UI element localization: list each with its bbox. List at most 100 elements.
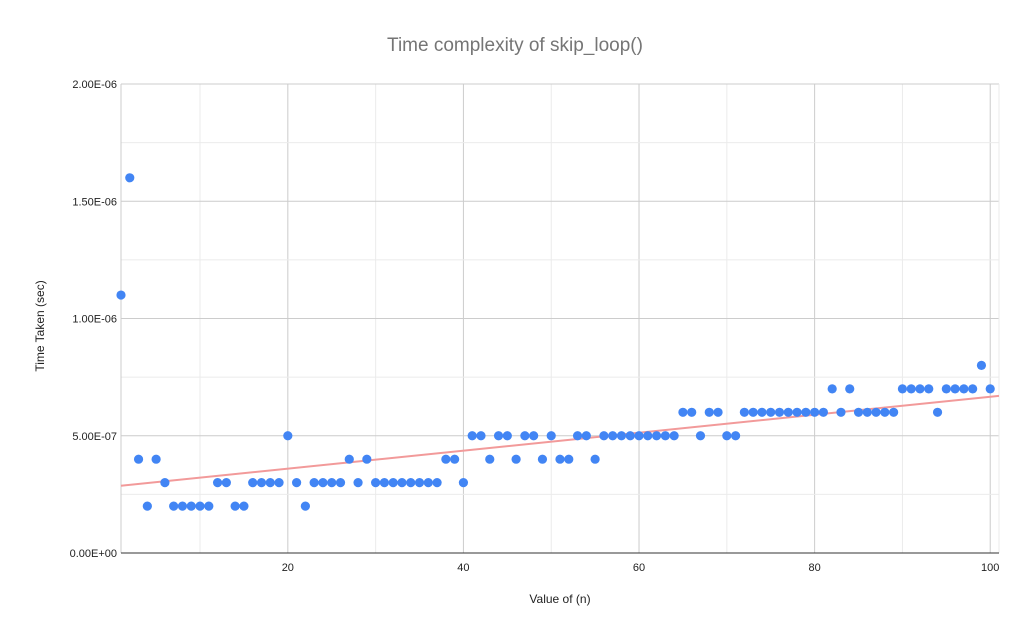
data-point	[572, 431, 583, 441]
x-axis-label: Value of (n)	[529, 592, 590, 606]
data-point	[871, 407, 881, 417]
data-point	[160, 478, 170, 488]
data-point	[634, 431, 644, 441]
data-point	[476, 431, 486, 441]
data-point	[643, 431, 653, 441]
data-point	[274, 478, 284, 488]
data-point	[292, 478, 302, 488]
data-point	[546, 431, 556, 441]
data-point	[537, 454, 548, 464]
y-axis-ticks: 0.00E+00 5.00E-07 1.00E-06 1.50E-06 2.00E-06	[70, 79, 117, 560]
data-point	[739, 407, 749, 417]
data-point	[388, 478, 398, 488]
data-point	[818, 407, 829, 417]
data-point	[397, 478, 407, 488]
trendline	[120, 394, 1000, 487]
data-point	[564, 454, 574, 464]
data-point	[485, 454, 495, 464]
data-point	[950, 384, 960, 394]
data-point	[783, 407, 793, 417]
data-point	[651, 431, 662, 441]
data-point	[353, 478, 363, 488]
data-point	[810, 407, 820, 417]
data-point	[186, 501, 196, 511]
data-point	[968, 384, 978, 394]
y-tick-label: 2.00E-06	[72, 79, 117, 91]
trendline-group	[120, 394, 1000, 487]
data-point	[248, 478, 258, 488]
data-point	[379, 478, 389, 488]
data-point	[669, 431, 679, 441]
data-point	[142, 501, 152, 511]
data-point	[581, 431, 591, 441]
data-point	[133, 454, 144, 464]
data-point	[678, 407, 688, 417]
data-point	[502, 431, 512, 441]
data-point	[239, 501, 249, 511]
data-point	[695, 431, 706, 441]
data-point	[520, 431, 530, 441]
x-axis-ticks: 20 40 60 80 100	[282, 562, 1000, 574]
data-point	[748, 407, 758, 417]
data-point	[985, 384, 995, 394]
data-point	[862, 407, 872, 417]
data-point	[195, 501, 205, 511]
data-point	[766, 407, 776, 417]
y-tick-label: 1.50E-06	[72, 196, 117, 208]
data-point	[300, 501, 310, 511]
data-point	[836, 407, 846, 417]
data-point	[371, 478, 381, 488]
data-point	[493, 431, 504, 441]
data-point	[599, 431, 609, 441]
data-point	[687, 407, 697, 417]
data-point	[704, 407, 714, 417]
chart-title: Time complexity of skip_loop()	[387, 35, 643, 56]
data-point	[441, 454, 451, 464]
data-point	[713, 407, 723, 417]
data-point	[151, 454, 161, 464]
data-point	[897, 384, 908, 394]
data-point	[414, 478, 425, 488]
y-tick-label: 0.00E+00	[70, 548, 117, 560]
data-point	[722, 431, 732, 441]
data-point	[458, 478, 469, 488]
data-point	[327, 478, 337, 488]
data-point	[450, 454, 460, 464]
data-point	[590, 454, 600, 464]
x-tick-label: 40	[457, 562, 469, 574]
data-point	[116, 290, 126, 300]
data-point	[827, 384, 837, 394]
data-point	[660, 431, 670, 441]
data-point	[432, 478, 442, 488]
data-point	[309, 478, 319, 488]
data-point	[731, 431, 741, 441]
data-point	[915, 384, 925, 394]
x-tick-label: 20	[282, 562, 294, 574]
data-point	[362, 454, 372, 464]
x-tick-label: 60	[633, 562, 645, 574]
data-point	[511, 454, 521, 464]
data-point	[318, 478, 328, 488]
data-point	[423, 478, 433, 488]
data-point	[169, 501, 179, 511]
data-point	[906, 384, 916, 394]
data-point	[792, 407, 802, 417]
data-point	[625, 431, 635, 441]
data-point	[616, 431, 627, 441]
data-point	[230, 501, 240, 511]
data-point	[845, 384, 855, 394]
y-tick-label: 5.00E-07	[72, 431, 117, 443]
data-point	[924, 384, 934, 394]
data-point	[959, 384, 969, 394]
data-point	[125, 173, 135, 183]
data-point	[801, 407, 811, 417]
data-point	[932, 407, 943, 417]
data-point	[757, 407, 767, 417]
data-point	[212, 478, 223, 488]
data-point	[265, 478, 275, 488]
data-point	[256, 478, 267, 488]
data-point	[177, 501, 188, 511]
data-point	[406, 478, 416, 488]
data-point	[555, 454, 565, 464]
